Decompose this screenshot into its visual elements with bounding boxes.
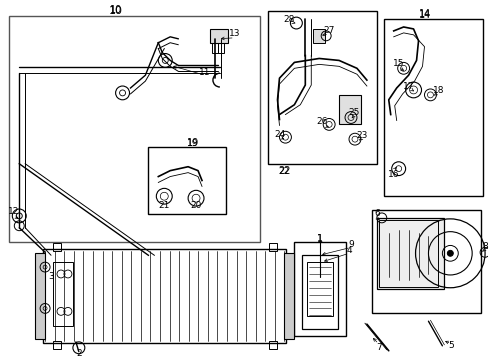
Text: 4: 4	[346, 246, 352, 255]
Text: 10: 10	[109, 5, 122, 15]
Text: 14: 14	[419, 9, 432, 19]
Text: 6: 6	[374, 210, 380, 219]
Bar	[379, 220, 439, 287]
Bar	[384, 19, 483, 196]
Text: 1: 1	[317, 234, 323, 244]
Text: 7: 7	[376, 343, 382, 352]
Text: 23: 23	[356, 131, 368, 140]
Bar	[269, 341, 276, 349]
Text: 20: 20	[191, 201, 202, 210]
Text: 21: 21	[159, 201, 170, 210]
Text: 25: 25	[348, 108, 360, 117]
Bar	[285, 253, 294, 339]
Bar	[210, 29, 228, 43]
Bar	[218, 43, 224, 53]
Bar	[43, 249, 287, 343]
Text: 1: 1	[318, 234, 323, 243]
Text: 26: 26	[317, 117, 328, 126]
Text: 16: 16	[388, 170, 399, 179]
Text: 9: 9	[348, 240, 354, 249]
Text: 2: 2	[76, 349, 82, 358]
Text: 18: 18	[433, 86, 444, 95]
Text: 19: 19	[187, 138, 199, 148]
Text: 27: 27	[323, 26, 335, 35]
Text: 19: 19	[187, 139, 199, 148]
Bar	[294, 243, 346, 336]
Bar	[35, 253, 45, 339]
Bar	[212, 43, 218, 53]
Bar	[53, 243, 61, 251]
Text: 28: 28	[284, 15, 295, 24]
Bar	[307, 262, 333, 316]
Text: 17: 17	[403, 81, 415, 90]
Circle shape	[447, 250, 453, 256]
Text: 14: 14	[419, 10, 432, 20]
Bar	[313, 29, 325, 43]
Bar	[148, 147, 226, 214]
Text: 10: 10	[109, 6, 122, 16]
Bar	[339, 95, 361, 125]
Text: 12: 12	[8, 207, 19, 216]
Text: 22: 22	[279, 167, 290, 176]
Bar	[53, 341, 61, 349]
Bar	[302, 255, 338, 329]
Bar	[269, 243, 276, 251]
Bar	[377, 218, 444, 289]
Text: 15: 15	[393, 59, 404, 68]
Bar	[9, 16, 260, 243]
Text: 22: 22	[278, 166, 291, 176]
Text: 8: 8	[482, 242, 488, 251]
Text: 24: 24	[274, 130, 285, 139]
Bar	[53, 262, 73, 326]
Bar	[268, 11, 377, 164]
Text: 3: 3	[48, 273, 54, 282]
Text: 11: 11	[199, 68, 211, 77]
Text: 5: 5	[448, 341, 454, 350]
Text: 13: 13	[229, 30, 241, 39]
Bar	[372, 210, 481, 313]
